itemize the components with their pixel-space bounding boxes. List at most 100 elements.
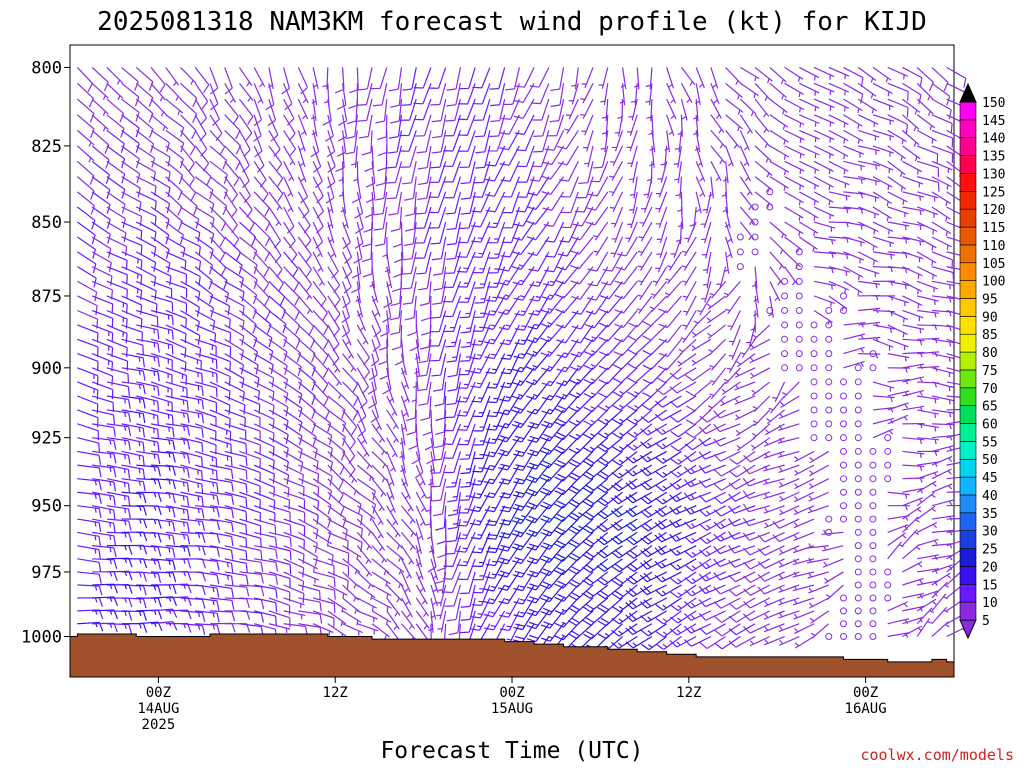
wind-barb [459,67,476,90]
barb-stem [268,584,290,593]
barb-feather [298,435,303,446]
barb-half-feather [350,367,355,373]
wind-barb [415,505,427,526]
wind-barb [297,251,312,278]
wind-barb [121,338,144,355]
wind-barb [224,160,240,187]
barb-stem [398,295,403,318]
wind-barb [568,409,594,427]
barb-stem [386,545,405,561]
wind-barb [390,206,403,232]
barb-stem [297,221,312,241]
wind-barb [399,114,417,137]
barb-feather [583,406,593,413]
barb-half-feather [491,438,497,441]
wind-barb [150,558,176,571]
barb-stem [209,98,220,120]
barb-half-feather [477,382,482,385]
wind-barb [297,191,310,219]
barb-feather [245,538,248,548]
barb-half-feather [398,583,401,589]
barb-stem [268,491,290,501]
wind-barb [356,464,375,482]
barb-half-feather [168,609,172,615]
barb-stem [356,353,370,373]
barb-stem [268,221,281,242]
wind-barb [283,464,304,485]
wind-barb [77,571,102,584]
barb-half-feather [477,534,483,536]
wind-barb [416,191,432,215]
barb-feather [153,247,157,257]
barb-feather [556,513,566,520]
barb-feather [432,135,442,139]
barb-stem [254,610,276,617]
wind-barb [337,83,347,110]
barb-stem [440,114,447,137]
wind-barb [224,531,248,548]
barb-feather [140,245,143,255]
barb-stem [268,191,283,210]
wind-barb [346,99,358,125]
barb-stem [239,409,261,419]
wind-barb [121,395,146,409]
barb-stem [578,353,594,371]
wind-barb [135,114,154,139]
barb-feather [171,315,174,326]
barb-stem [253,518,276,526]
barb-feather [470,357,481,360]
barb-feather [299,449,303,459]
barb-feather [341,436,347,447]
barb-stem [253,145,265,166]
barb-stem [577,423,594,440]
barb-feather [484,312,495,316]
barb-feather [500,385,510,389]
wind-barb [77,609,104,619]
barb-stem [268,464,289,476]
barb-stem [576,531,594,548]
barb-stem [254,584,276,590]
barb-stem [297,409,316,425]
barb-feather [171,415,174,425]
barb-stem [195,545,218,549]
wind-barb [554,437,579,455]
barb-feather [583,633,592,640]
barb-stem [150,145,171,158]
barb-feather [354,212,363,219]
barb-half-feather [363,452,368,457]
barb-feather [142,493,147,504]
barb-feather [275,163,283,172]
barb-feather [363,228,373,233]
barb-half-feather [153,573,156,579]
wind-barb [136,206,157,226]
wind-barb [76,114,95,139]
barb-feather [149,143,155,154]
wind-barb [239,381,261,401]
wind-barb [609,161,624,181]
barb-half-feather [212,507,215,513]
barb-stem [537,251,550,272]
barb-stem [397,67,403,90]
barb-feather [272,473,275,484]
barb-feather [300,86,308,95]
barb-stem [283,206,295,227]
wind-barb [106,221,127,243]
barb-stem [312,280,327,300]
wind-barb [91,221,111,244]
barb-feather [390,104,400,108]
barb-feather [529,85,540,88]
wind-barb [224,450,248,467]
barb-stem [136,176,157,187]
barb-feather [402,88,412,91]
wind-barb [150,450,176,463]
wind-barb [402,236,417,261]
wind-barb [425,505,432,528]
wind-barb [195,491,220,505]
barb-stem [165,114,184,129]
barb-feather [542,501,552,507]
wind-barb [209,251,227,277]
barb-half-feather [492,560,498,563]
barb-stem [209,145,227,161]
barb-feather [172,560,176,571]
wind-barb [356,558,373,577]
